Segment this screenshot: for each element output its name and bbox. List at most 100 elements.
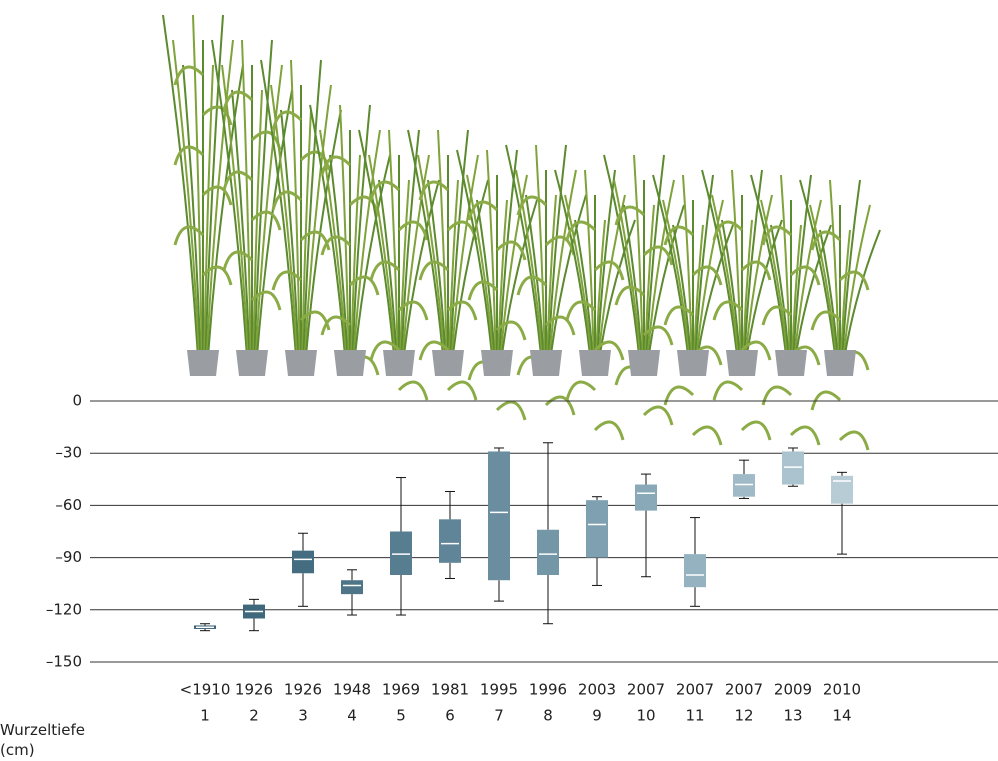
- plant-leaf: [593, 340, 625, 361]
- plant-leaf: [495, 320, 527, 341]
- x-tick-number: 6: [445, 707, 455, 725]
- plant-pot: [775, 350, 807, 376]
- plant-stem: [792, 174, 812, 353]
- plant-leaf: [663, 225, 695, 246]
- plant-stem: [500, 174, 528, 353]
- plant-leaf: [397, 220, 429, 241]
- plant-leaf: [320, 315, 352, 336]
- plant-leaf: [446, 220, 478, 241]
- plant-stem: [456, 149, 493, 353]
- plant-leaf: [222, 90, 254, 111]
- plant-leaf: [663, 305, 695, 326]
- plant-leaf: [712, 220, 744, 241]
- plant-pot: [432, 350, 464, 376]
- plant-stem: [696, 199, 724, 353]
- plant-stem: [694, 174, 714, 353]
- plant-stem: [603, 154, 640, 353]
- plant-leaf: [544, 315, 576, 336]
- plant-leaf: [593, 260, 625, 281]
- plant-stem: [697, 224, 734, 353]
- plant-pot: [187, 350, 219, 376]
- plant-leaf: [516, 275, 548, 296]
- plant-stem: [731, 169, 742, 353]
- plant-leaf: [320, 155, 352, 176]
- box: [684, 554, 706, 588]
- x-tick-label: <1910: [180, 681, 231, 699]
- plant-leaf: [250, 290, 282, 311]
- plant-leaf: [810, 310, 842, 331]
- y-tick-label: 0: [72, 392, 82, 410]
- plant-leaf: [663, 385, 695, 406]
- plant-stem: [451, 154, 479, 353]
- plant-stem: [270, 84, 298, 353]
- plant-stem: [309, 104, 346, 353]
- plant-leaf: [740, 340, 772, 361]
- plant-leaf: [838, 270, 870, 291]
- plant-stem: [207, 64, 244, 353]
- x-tick-number: 1: [200, 707, 210, 725]
- plant-stem: [350, 154, 361, 353]
- plant-stem: [613, 179, 641, 353]
- plant-stem: [305, 109, 342, 353]
- plant-leaf: [740, 420, 772, 441]
- plant-pot: [824, 350, 856, 376]
- plant-leaf: [467, 200, 499, 221]
- plant-stem: [192, 14, 203, 353]
- plant-stem: [302, 59, 322, 353]
- plant-stem: [645, 154, 665, 353]
- plant-leaf: [369, 180, 401, 201]
- plant-leaf: [418, 340, 450, 361]
- plant-stem: [829, 179, 840, 353]
- x-tick-label: 2003: [578, 681, 616, 699]
- plant-leaf: [642, 325, 674, 346]
- x-tick-number: 10: [636, 707, 655, 725]
- plant-stem: [633, 154, 644, 353]
- box: [586, 500, 608, 558]
- plant-leaf: [614, 205, 646, 226]
- plant-pot: [726, 350, 758, 376]
- plant-leaf: [173, 225, 205, 246]
- plant-stem: [550, 194, 587, 353]
- x-tick-label: 2007: [725, 681, 763, 699]
- plant-leaf: [348, 195, 380, 216]
- plant-stem: [319, 129, 347, 353]
- plant-stem: [329, 154, 349, 353]
- plant-stem: [354, 154, 391, 353]
- plant-stem: [546, 194, 557, 353]
- plant-leaf: [642, 245, 674, 266]
- plant-stem: [448, 179, 459, 353]
- plant-stem: [204, 14, 224, 353]
- plant-stem: [368, 154, 396, 353]
- plant-leaf: [789, 265, 821, 286]
- plant-leaf: [222, 250, 254, 271]
- x-tick-label: 1948: [333, 681, 371, 699]
- plant-pot: [383, 350, 415, 376]
- plant-stem: [554, 169, 591, 353]
- plant-leaf: [789, 425, 821, 446]
- plant-stem: [417, 154, 445, 353]
- box: [390, 531, 412, 575]
- plant-leaf: [201, 265, 233, 286]
- box: [292, 550, 314, 574]
- box: [439, 519, 461, 563]
- plant-leaf: [495, 400, 527, 421]
- plant-pot: [334, 350, 366, 376]
- plant-leaf: [593, 420, 625, 441]
- plant-leaf: [495, 240, 527, 261]
- x-tick-label: 2009: [774, 681, 812, 699]
- plant-leaf: [320, 235, 352, 256]
- plant-leaf: [271, 190, 303, 211]
- box: [635, 484, 657, 511]
- plant-leaf: [299, 310, 331, 331]
- box: [733, 474, 755, 497]
- plant-stem: [211, 39, 248, 353]
- x-tick-number: 8: [543, 707, 553, 725]
- plant-stem: [760, 199, 788, 353]
- plant-stem: [672, 224, 692, 353]
- plant-leaf: [446, 380, 478, 401]
- plant-pot: [579, 350, 611, 376]
- plant-stem: [399, 179, 410, 353]
- x-tick-label: 1926: [284, 681, 322, 699]
- plant-stem: [162, 14, 199, 353]
